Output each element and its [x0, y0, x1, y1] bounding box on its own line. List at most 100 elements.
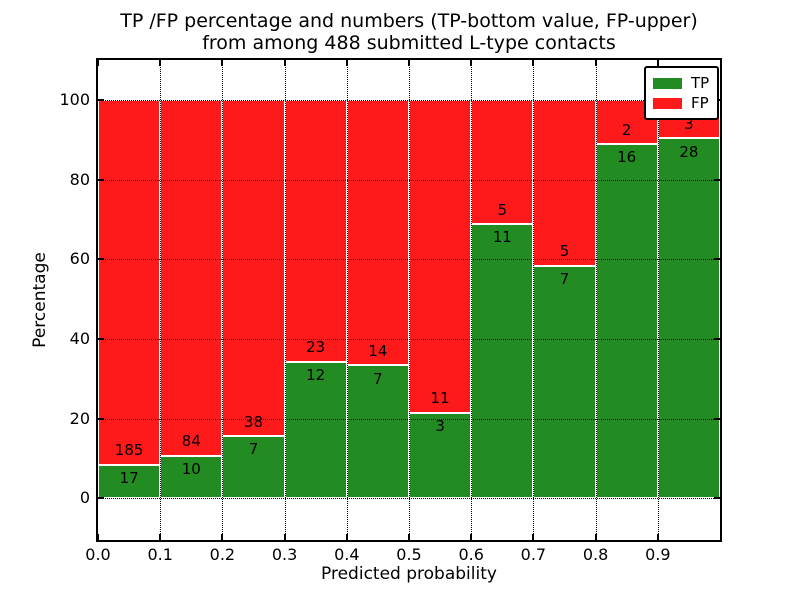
- y-tick-mark-right: [714, 258, 720, 261]
- bar-count-label-fp: 5: [497, 200, 508, 219]
- x-tick-mark-bottom: [97, 534, 99, 540]
- gridline-vertical: [657, 60, 659, 540]
- y-tick-label: 20: [69, 408, 90, 428]
- x-tick-label: 0.3: [271, 545, 298, 564]
- bar-count-label-tp: 28: [679, 142, 699, 161]
- bar-count-label-fp: 38: [243, 412, 264, 431]
- y-tick-mark-left: [98, 178, 104, 181]
- legend-item-tp: TP: [653, 73, 710, 93]
- x-tick-mark-bottom: [470, 534, 473, 540]
- x-tick-mark-top: [159, 60, 162, 66]
- gridline-vertical: [533, 60, 535, 540]
- bar-tp-segment: [160, 455, 223, 499]
- x-tick-mark-top: [594, 60, 597, 66]
- bar-tp-segment: [471, 224, 534, 499]
- bar-fp-segment: [346, 99, 409, 366]
- x-tick-label: 0.7: [520, 545, 547, 564]
- gridline-vertical: [595, 60, 597, 540]
- y-tick-label: 100: [59, 89, 90, 109]
- bar-tp-segment: [409, 412, 472, 499]
- bar-count-label-tp: 11: [492, 228, 512, 247]
- y-tick-label: 0: [79, 488, 90, 508]
- bar-tp-segment: [284, 361, 347, 499]
- bar-count-label-fp: 23: [306, 338, 326, 357]
- x-tick-mark-bottom: [656, 534, 659, 540]
- bar-count-label-fp: 11: [430, 389, 450, 408]
- x-tick-label: 0.4: [334, 545, 360, 564]
- legend-swatch-tp: [653, 77, 682, 89]
- gridline-vertical: [222, 60, 224, 540]
- bar-count-label-tp: 7: [248, 440, 259, 459]
- bar-count-label-tp: 7: [373, 369, 383, 388]
- bar-tp-segment: [533, 265, 596, 499]
- y-tick-mark-left: [98, 258, 104, 261]
- bar-fp-segment: [409, 99, 472, 413]
- x-tick-mark-top: [408, 60, 410, 66]
- bar-count-label-fp: 2: [621, 120, 632, 139]
- legend-item-fp: FP: [653, 93, 710, 113]
- gridline-vertical: [284, 60, 286, 540]
- y-tick-mark-right: [714, 337, 720, 340]
- x-tick-mark-bottom: [159, 534, 162, 540]
- x-tick-mark-bottom: [408, 534, 410, 540]
- y-tick-mark-right: [714, 417, 720, 420]
- bar-count-label-fp: 5: [559, 242, 570, 261]
- x-tick-mark-top: [97, 60, 99, 66]
- chart-title-line1: TP /FP percentage and numbers (TP-bottom…: [120, 10, 698, 32]
- x-tick-label: 0.1: [147, 545, 173, 564]
- x-tick-mark-bottom: [283, 534, 286, 540]
- bar-count-label-tp: 10: [181, 459, 201, 478]
- x-tick-label: 0.6: [458, 545, 484, 564]
- plot-area: 185 17 84 10 38 7 23 12 14 7 11 3 5 11 5 7 2 16 3 28 0 20 40 60…: [59, 58, 722, 564]
- bar-fp-segment: [222, 99, 285, 437]
- bar-count-label-fp: 14: [368, 342, 388, 361]
- x-tick-mark-bottom: [345, 534, 348, 540]
- bar-count-label-tp: 12: [306, 365, 326, 384]
- bar-count-label-fp: 185: [114, 441, 144, 460]
- gridline-vertical: [409, 60, 410, 540]
- bar-fp-segment: [284, 99, 347, 362]
- y-tick-label: 60: [69, 249, 90, 269]
- bar-tp-segment: [98, 464, 161, 499]
- bar-count-label-tp: 3: [435, 416, 445, 435]
- bar-tp-segment: [595, 144, 658, 499]
- legend-label: FP: [691, 94, 709, 112]
- bar-count-label-fp: 84: [181, 432, 201, 451]
- chart-title-line2: from among 488 submitted L-type contacts: [202, 32, 616, 54]
- bar-count-label-tp: 7: [559, 269, 570, 288]
- x-tick-mark-bottom: [594, 534, 597, 540]
- chart-title: TP /FP percentage and numbers (TP-bottom…: [98, 10, 720, 54]
- bar-count-label-fp: 3: [684, 115, 694, 134]
- y-tick-mark-left: [98, 497, 104, 500]
- gridline-vertical: [471, 60, 473, 540]
- bar-count-label-tp: 17: [119, 468, 139, 487]
- legend-swatch-fp: [653, 97, 682, 109]
- x-tick-mark-top: [470, 60, 473, 66]
- x-tick-mark-bottom: [532, 534, 535, 540]
- y-tick-label: 80: [69, 169, 90, 189]
- bar-tp-segment: [657, 138, 720, 499]
- y-tick-mark-left: [98, 337, 104, 340]
- x-tick-mark-top: [283, 60, 286, 66]
- gridline-vertical: [346, 60, 348, 540]
- x-axis-label: Predicted probability: [321, 564, 497, 584]
- bar-fp-segment: [533, 99, 596, 266]
- gridline-vertical: [160, 60, 162, 540]
- bar-count-label-tp: 16: [617, 148, 637, 167]
- x-tick-mark-top: [656, 60, 659, 66]
- y-tick-mark-right: [714, 497, 720, 500]
- x-tick-label: 0.2: [209, 545, 236, 564]
- bar-fp-segment: [98, 99, 161, 465]
- x-tick-mark-top: [345, 60, 348, 66]
- y-tick-mark-left: [98, 417, 104, 420]
- x-tick-label: 0.0: [85, 545, 111, 564]
- x-tick-label: 0.5: [396, 545, 422, 564]
- x-tick-mark-bottom: [221, 534, 224, 540]
- y-tick-mark-left: [98, 98, 104, 101]
- y-tick-mark-right: [714, 178, 720, 181]
- y-tick-label: 40: [69, 328, 90, 348]
- bar-fp-segment: [160, 99, 223, 456]
- legend: TP FP: [644, 66, 719, 120]
- legend-label: TP: [691, 74, 710, 92]
